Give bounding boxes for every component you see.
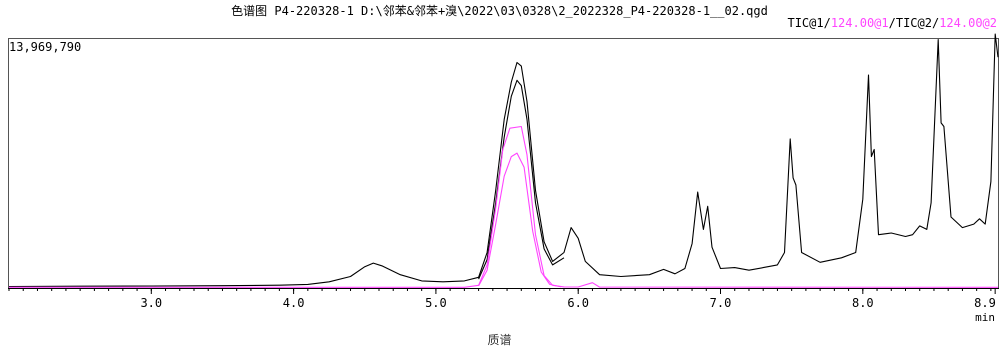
trace-tic-1 — [8, 33, 999, 288]
legend-separator: / — [823, 16, 831, 30]
y-max-label: 13,969,790 — [9, 40, 82, 54]
x-tick-label: 8.9 — [974, 296, 996, 310]
trace-legend: TIC@1/124.00@1/TIC@2/124.00@2 — [787, 16, 997, 30]
x-tick-label: 6.0 — [567, 296, 589, 310]
chart-title: 色谱图 P4-220328-1 D:\邻苯&邻苯+溴\2022\03\0328\… — [231, 4, 768, 18]
legend-tic2: /TIC@2/ — [888, 16, 940, 30]
legend-tic1: TIC@1 — [787, 16, 824, 30]
tick-labels: 3.0 4.0 5.0 6.0 7.0 8.0 8.9 — [140, 296, 995, 310]
x-tick-label: 4.0 — [283, 296, 305, 310]
traces — [8, 33, 999, 288]
trace-tic-2 — [478, 79, 565, 280]
major-ticks — [150, 288, 996, 294]
x-tick-label: 8.0 — [852, 296, 874, 310]
legend-mz124-2: 124.00@2 — [939, 16, 997, 30]
x-unit-label: min — [975, 311, 995, 324]
footer-label: 质谱 — [487, 333, 512, 347]
x-tick-label: 7.0 — [710, 296, 732, 310]
trace-124-00-1 — [9, 125, 999, 288]
plot-frame — [8, 38, 999, 289]
x-tick-label: 5.0 — [425, 296, 447, 310]
minor-ticks — [8, 288, 992, 291]
x-tick-label: 3.0 — [140, 296, 162, 310]
trace-124-00-2 — [478, 152, 562, 288]
legend-mz124-1: 124.00@1 — [830, 16, 889, 30]
